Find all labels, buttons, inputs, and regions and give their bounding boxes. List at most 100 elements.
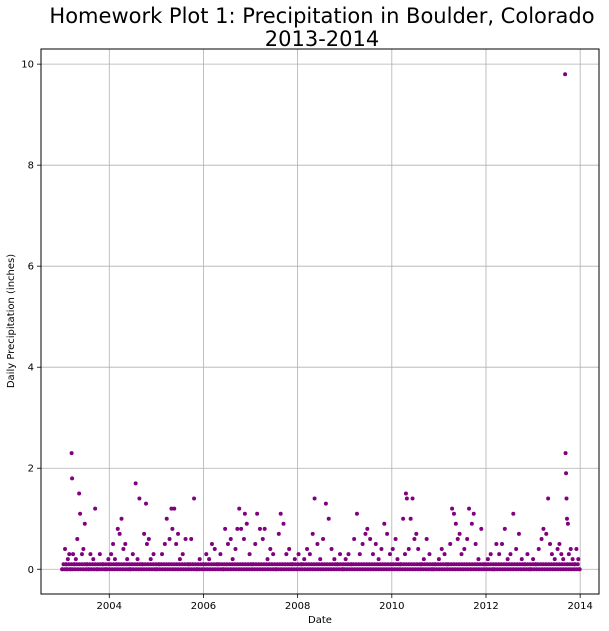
data-point <box>183 536 188 541</box>
y-tick-label: 8 <box>28 161 34 172</box>
data-point <box>296 552 301 557</box>
data-point <box>292 557 297 562</box>
data-point <box>64 567 69 572</box>
data-point <box>393 536 398 541</box>
data-point <box>315 542 320 546</box>
data-point <box>448 542 453 546</box>
data-point <box>162 542 167 546</box>
data-point <box>404 496 409 501</box>
data-point <box>408 516 413 521</box>
data-point <box>546 496 551 501</box>
data-point <box>84 562 89 567</box>
data-point <box>253 542 258 546</box>
data-point <box>548 542 553 546</box>
data-point <box>416 547 421 552</box>
data-point <box>194 567 199 572</box>
data-point <box>338 552 343 557</box>
data-point <box>476 557 481 562</box>
data-point <box>237 506 242 511</box>
data-point <box>465 536 470 541</box>
data-point <box>144 501 149 506</box>
data-point <box>169 506 174 511</box>
data-point <box>68 567 73 572</box>
data-point <box>379 547 384 552</box>
data-point <box>148 557 153 562</box>
data-point <box>114 562 119 567</box>
data-point <box>78 511 83 516</box>
data-point <box>563 451 568 456</box>
grid <box>41 49 599 594</box>
data-point <box>387 552 392 557</box>
data-point <box>235 526 240 531</box>
y-axis-ticks: 0 2 4 6 8 10 <box>21 60 41 576</box>
data-point <box>180 552 185 557</box>
data-point <box>212 547 217 552</box>
data-point <box>340 567 345 572</box>
data-point <box>77 491 82 496</box>
data-point <box>491 567 496 572</box>
data-point <box>433 562 438 567</box>
data-point <box>321 536 326 541</box>
data-point <box>354 511 359 516</box>
data-point <box>352 536 357 541</box>
data-point <box>273 567 278 572</box>
data-point <box>482 562 487 567</box>
data-point <box>497 552 502 557</box>
data-point <box>445 562 450 567</box>
y-tick-label: 2 <box>28 464 34 475</box>
data-point <box>189 536 194 541</box>
x-tick-label: 2014 <box>567 601 592 612</box>
data-point <box>204 552 209 557</box>
data-point <box>459 552 464 557</box>
data-point <box>265 557 270 562</box>
data-point <box>112 557 117 562</box>
data-point <box>494 542 499 546</box>
data-point <box>533 562 538 567</box>
data-point <box>88 552 93 557</box>
data-point <box>370 552 375 557</box>
data-point <box>376 557 381 562</box>
data-point <box>109 552 114 557</box>
x-axis-ticks: 2004 2006 2008 2010 2012 2014 <box>97 594 593 612</box>
data-point <box>289 562 294 567</box>
data-point <box>485 557 490 562</box>
data-point <box>230 557 235 562</box>
data-point <box>93 506 98 511</box>
data-point <box>123 542 128 546</box>
data-point <box>137 496 142 501</box>
data-point <box>382 521 387 526</box>
data-point <box>302 557 307 562</box>
data-point <box>242 511 247 516</box>
data-point <box>60 567 65 572</box>
data-point <box>70 476 75 481</box>
y-tick-label: 0 <box>28 565 34 576</box>
data-point <box>368 536 373 541</box>
data-point <box>160 552 165 557</box>
data-point <box>421 557 426 562</box>
data-point <box>564 496 569 501</box>
chart-title-line-1: Homework Plot 1: Precipitation in Boulde… <box>49 4 594 28</box>
data-point <box>130 552 135 557</box>
data-point <box>528 567 533 572</box>
data-point <box>473 542 478 546</box>
y-axis-label: Daily Precipitation (inches) <box>6 254 17 388</box>
data-point <box>225 542 230 546</box>
data-point <box>140 562 145 567</box>
data-point <box>106 557 111 562</box>
x-tick-label: 2006 <box>191 601 216 612</box>
data-point <box>557 542 562 546</box>
data-point <box>186 562 191 567</box>
data-point <box>119 516 124 521</box>
data-point <box>471 511 476 516</box>
data-point <box>223 526 228 531</box>
data-point <box>167 536 172 541</box>
data-point <box>488 552 493 557</box>
data-point <box>125 557 130 562</box>
data-point <box>410 496 415 501</box>
data-point <box>215 562 220 567</box>
data-points <box>60 72 582 572</box>
data-point <box>373 542 378 546</box>
data-point <box>326 516 331 521</box>
data-point <box>278 511 283 516</box>
